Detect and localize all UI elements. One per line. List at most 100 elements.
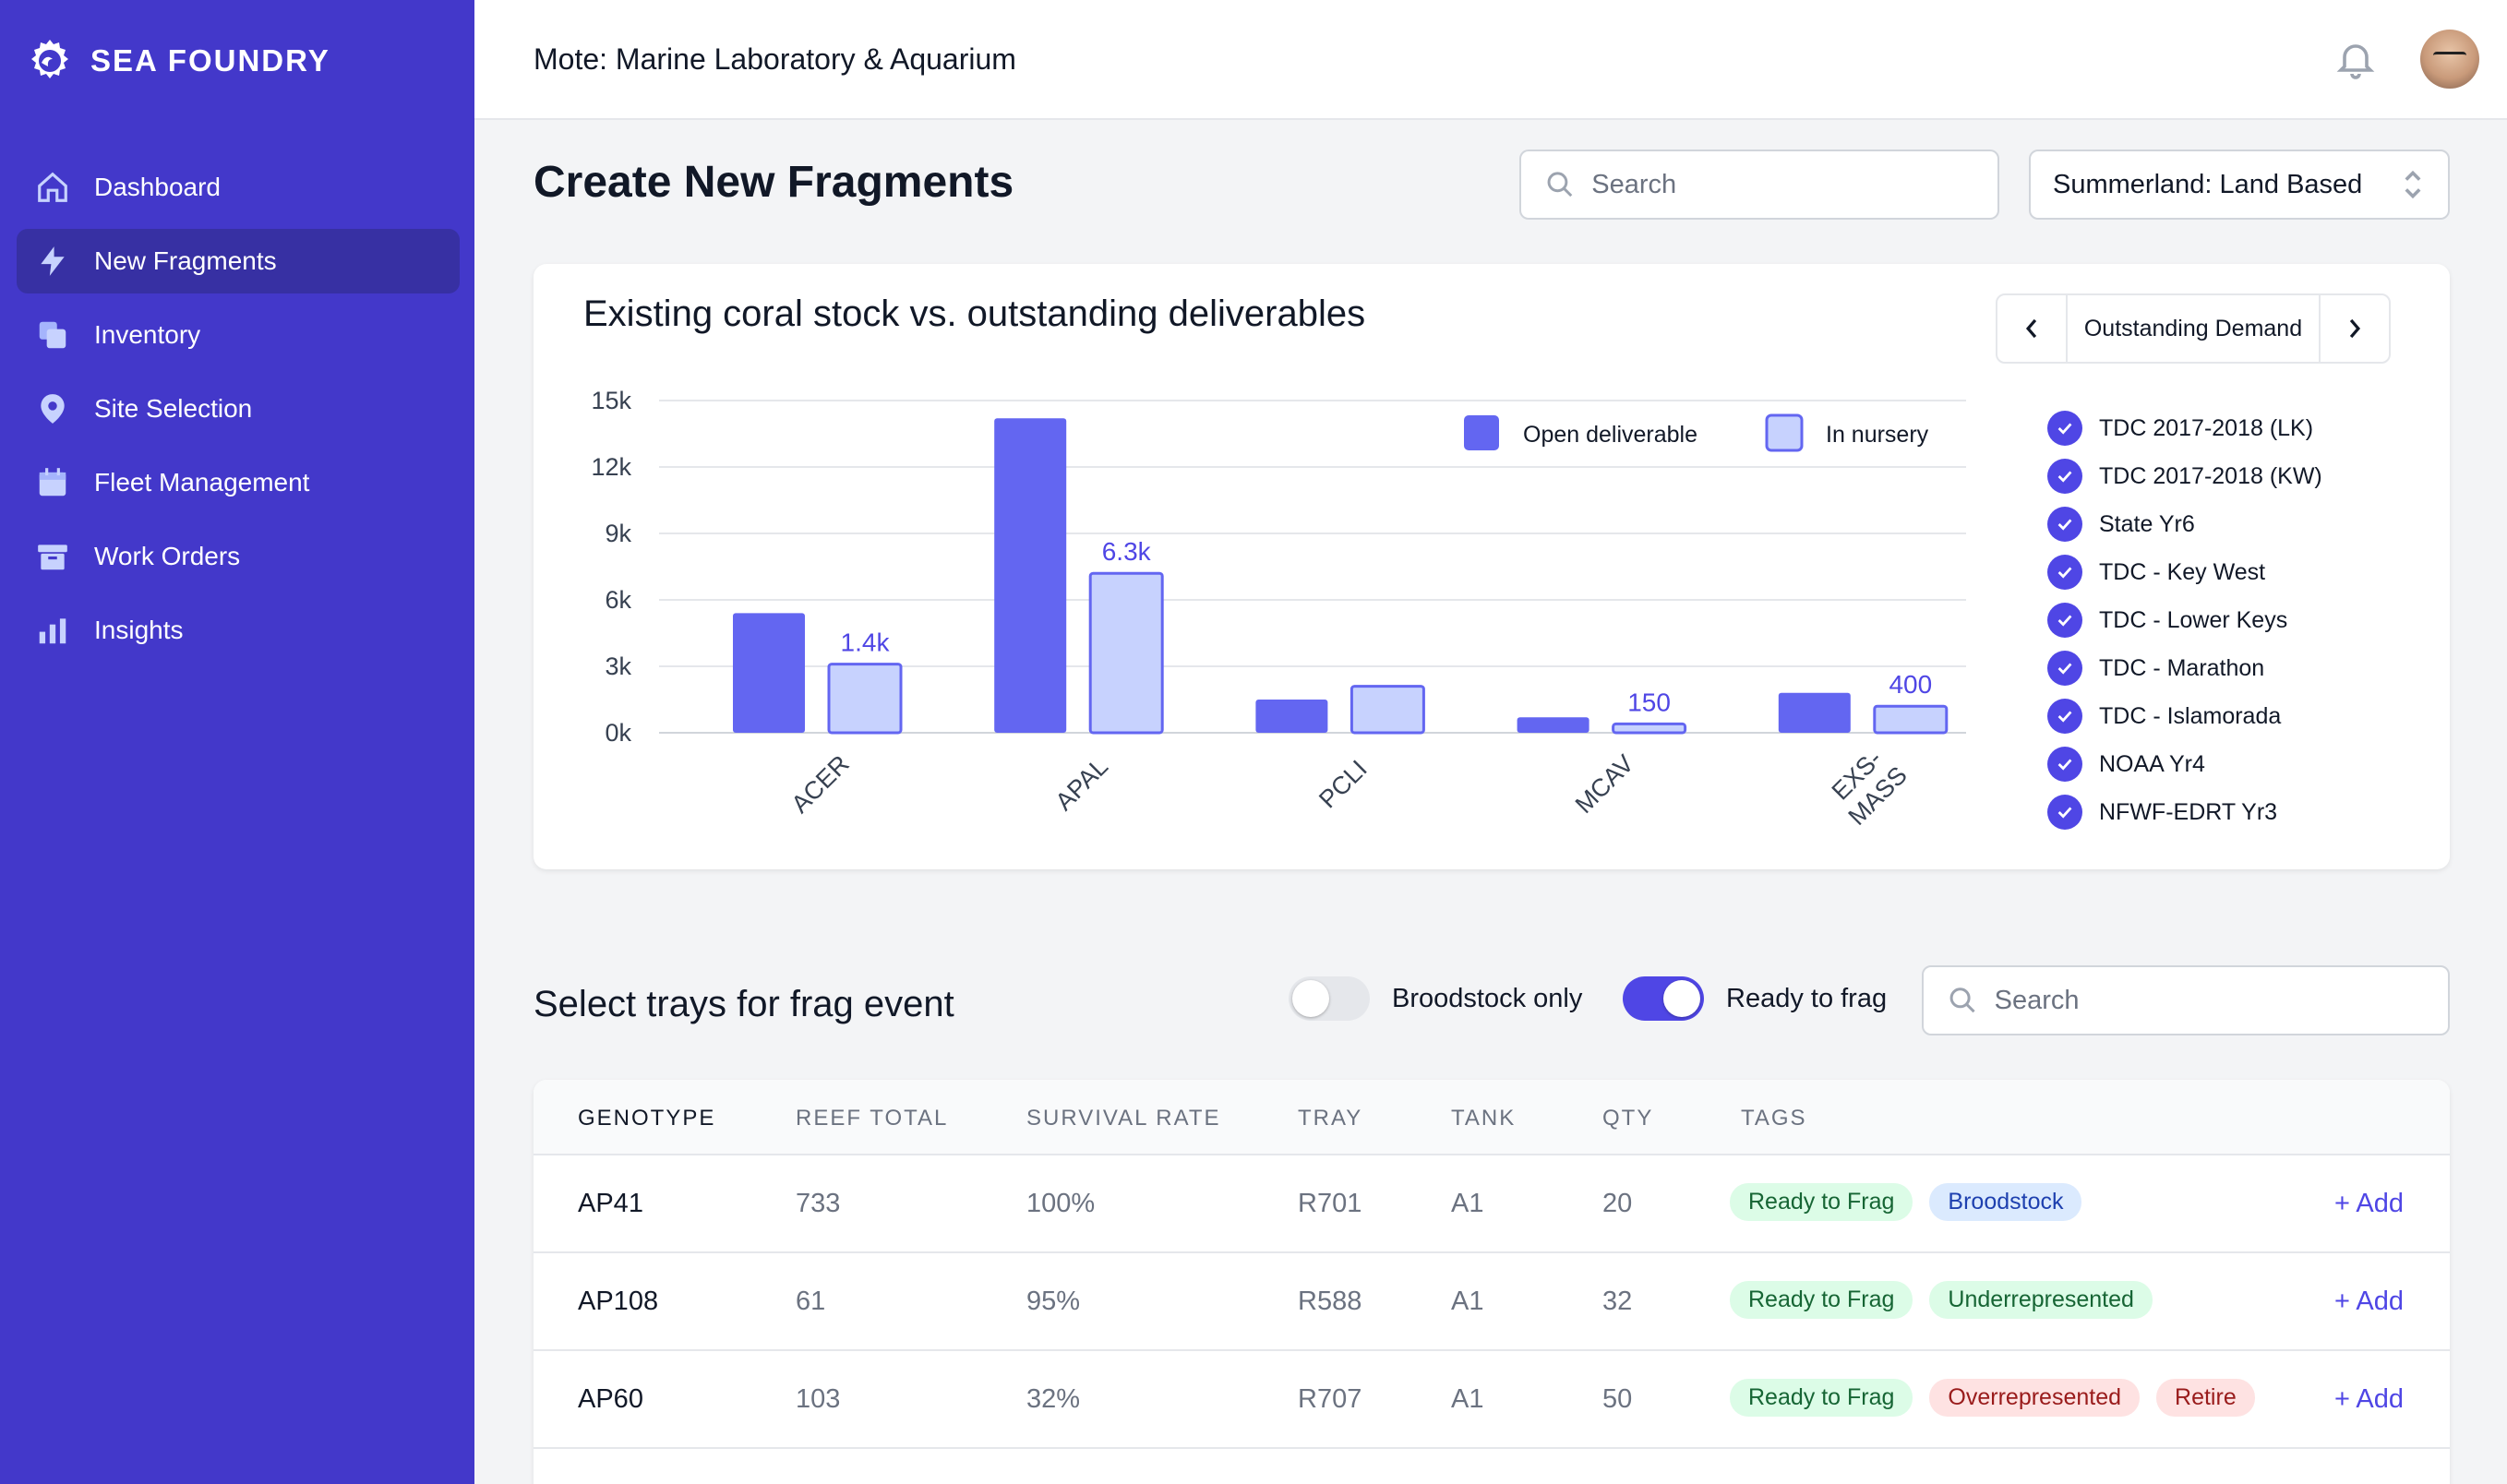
tags-cell: Ready to Frag Underrepresented — [1730, 1281, 2153, 1319]
genotype-cell: AP60 — [578, 1384, 643, 1414]
check-circle-icon — [2047, 699, 2082, 734]
table-body: AP41 733 100% R701 A1 20 Ready to Frag Broodsto… — [534, 1155, 2450, 1449]
home-icon — [33, 168, 72, 207]
bar-in-nursery — [1349, 685, 1425, 735]
sidebar-item-site-selection[interactable]: Site Selection — [17, 377, 460, 441]
check-circle-icon — [2047, 411, 2082, 446]
tag-badge: Ready to Frag — [1730, 1183, 1913, 1221]
demand-checkbox-item[interactable]: TDC - Key West — [2047, 548, 2322, 596]
tray-cell: R588 — [1298, 1287, 1362, 1316]
demand-checkbox-item[interactable]: TDC 2017-2018 (LK) — [2047, 404, 2322, 452]
survival-rate-cell: 100% — [1026, 1189, 1096, 1218]
demand-label: State Yr6 — [2099, 510, 2195, 537]
tray-cell: R707 — [1298, 1384, 1362, 1414]
demand-checkbox-item[interactable]: TDC 2017-2018 (KW) — [2047, 452, 2322, 500]
bar-chart-icon — [33, 611, 72, 650]
check-circle-icon — [2047, 747, 2082, 782]
table-header: GENOTYPE REEF TOTAL SURVIVAL RATE TRAY T… — [534, 1080, 2450, 1155]
organization-title: Mote: Marine Laboratory & Aquarium — [534, 42, 1016, 76]
demand-checkbox-item[interactable]: TDC - Marathon — [2047, 644, 2322, 692]
sidebar-item-work-orders[interactable]: Work Orders — [17, 524, 460, 589]
demand-label: TDC - Marathon — [2099, 654, 2265, 681]
ready-to-frag-toggle[interactable] — [1623, 976, 1704, 1021]
y-tick-label: 12k — [591, 453, 631, 481]
column-header: SURVIVAL RATE — [1026, 1106, 1221, 1131]
bar-in-nursery — [827, 663, 903, 735]
sidebar-item-insights[interactable]: Insights — [17, 598, 460, 663]
gear-wave-logo-icon — [31, 40, 68, 78]
top-bar: Mote: Marine Laboratory & Aquarium — [474, 0, 2507, 120]
sidebar-item-label: Fleet Management — [94, 468, 310, 497]
chevron-up-down-icon — [2405, 170, 2421, 199]
reef-total-cell: 103 — [796, 1384, 841, 1414]
add-tray-button[interactable]: + Add — [2334, 1384, 2404, 1414]
data-label: 6.3k — [1102, 537, 1152, 566]
tag-badge: Broodstock — [1929, 1183, 2082, 1221]
bell-icon[interactable] — [2333, 37, 2378, 81]
tag-badge: Retire — [2156, 1379, 2255, 1417]
legend-swatch — [1765, 413, 1804, 452]
sidebar-item-inventory[interactable]: Inventory — [17, 303, 460, 367]
site-select[interactable]: Summerland: Land Based — [2029, 150, 2450, 220]
demand-checklist: TDC 2017-2018 (LK) TDC 2017-2018 (KW) Stat… — [2047, 404, 2322, 836]
y-tick-label: 15k — [591, 387, 631, 414]
x-tick-label: APAL — [1050, 752, 1114, 816]
search-icon — [1949, 987, 1975, 1013]
sidebar-item-label: Insights — [94, 616, 184, 644]
add-tray-button[interactable]: + Add — [2334, 1287, 2404, 1316]
demand-checkbox-item[interactable]: State Yr6 — [2047, 500, 2322, 548]
check-circle-icon — [2047, 459, 2082, 494]
avatar[interactable] — [2420, 30, 2479, 89]
bolt-icon — [33, 242, 72, 281]
chevron-left-icon — [2025, 318, 2037, 339]
pager-next-button[interactable] — [2321, 295, 2389, 362]
data-label: 1.4k — [841, 628, 891, 657]
sidebar-item-label: New Fragments — [94, 246, 277, 275]
archive-icon — [33, 537, 72, 576]
tray-search-field[interactable] — [1922, 965, 2450, 1035]
sidebar-item-label: Work Orders — [94, 542, 241, 570]
demand-checkbox-item[interactable]: TDC - Lower Keys — [2047, 596, 2322, 644]
table-row: AP108 61 95% R588 A1 32 Ready to Frag Underrepr… — [534, 1253, 2450, 1351]
location-pin-icon — [33, 389, 72, 428]
genotype-cell: AP41 — [578, 1189, 643, 1218]
demand-checkbox-item[interactable]: TDC - Islamorada — [2047, 692, 2322, 740]
sidebar-item-new-fragments[interactable]: New Fragments — [17, 229, 460, 293]
chart-card: Existing coral stock vs. outstanding del… — [534, 264, 2450, 869]
brand-name: SEA FOUNDRY — [90, 43, 330, 78]
tank-cell: A1 — [1451, 1384, 1484, 1414]
demand-checkbox-item[interactable]: NFWF-EDRT Yr3 — [2047, 788, 2322, 836]
demand-label: NOAA Yr4 — [2099, 750, 2205, 777]
sidebar-nav: Dashboard New Fragments Inventory Site S… — [17, 155, 460, 672]
demand-checkbox-item[interactable]: NOAA Yr4 — [2047, 740, 2322, 788]
trays-section-title: Select trays for frag event — [534, 984, 954, 1024]
site-select-value: Summerland: Land Based — [2053, 169, 2363, 199]
pager-prev-button[interactable] — [1997, 295, 2066, 362]
brand[interactable]: SEA FOUNDRY — [26, 37, 330, 85]
search-field[interactable] — [1519, 150, 1999, 220]
demand-pager: Outstanding Demand — [1996, 293, 2391, 364]
sidebar-item-label: Dashboard — [94, 173, 221, 201]
check-circle-icon — [2047, 603, 2082, 638]
qty-cell: 20 — [1602, 1189, 1633, 1218]
bar-open-deliverable — [733, 613, 805, 733]
sidebar-item-fleet-management[interactable]: Fleet Management — [17, 450, 460, 515]
demand-label: TDC - Islamorada — [2099, 702, 2282, 729]
demand-label: TDC - Lower Keys — [2099, 606, 2288, 633]
broodstock-toggle-label: Broodstock only — [1392, 984, 1583, 1013]
tag-badge: Ready to Frag — [1730, 1281, 1913, 1319]
column-header: TAGS — [1741, 1106, 1807, 1131]
column-header: TANK — [1451, 1106, 1517, 1131]
sidebar-item-dashboard[interactable]: Dashboard — [17, 155, 460, 220]
tags-cell: Ready to Frag Broodstock — [1730, 1183, 2082, 1221]
bar-open-deliverable — [994, 418, 1067, 733]
add-tray-button[interactable]: + Add — [2334, 1189, 2404, 1218]
qty-cell: 32 — [1602, 1287, 1633, 1316]
survival-rate-cell: 32% — [1026, 1384, 1081, 1414]
broodstock-toggle[interactable] — [1289, 976, 1370, 1021]
genotype-cell: AP108 — [578, 1287, 659, 1316]
demand-label: TDC - Key West — [2099, 558, 2266, 585]
search-input[interactable] — [1591, 169, 1997, 200]
tray-search-input[interactable] — [1994, 985, 2448, 1016]
sidebar-item-label: Site Selection — [94, 394, 253, 423]
